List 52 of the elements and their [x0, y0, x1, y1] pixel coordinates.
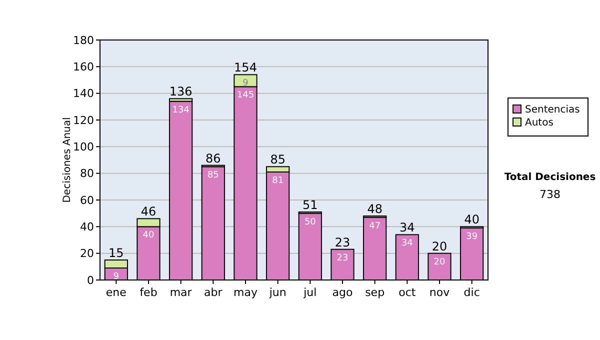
- data-label: 81: [272, 176, 284, 186]
- y-tick-label: 160: [73, 60, 94, 74]
- total-label: 15: [108, 246, 124, 260]
- y-tick-label: 80: [80, 167, 94, 180]
- text: Total Decisiones: [504, 172, 596, 183]
- total-label: 20: [432, 239, 448, 254]
- x-tick-label: dic: [464, 286, 480, 299]
- x-tick-label: may: [234, 286, 258, 299]
- x-tick-label: oct: [398, 286, 416, 299]
- total-label: 85: [270, 152, 286, 167]
- x-tick-label: ago: [332, 286, 353, 299]
- y-tick-label: 20: [80, 247, 94, 260]
- x-tick-label: jul: [302, 286, 317, 299]
- y-axis-title: Decisiones Anual: [62, 117, 73, 203]
- y-tick-label: 60: [80, 194, 94, 207]
- y-tick-label: 120: [73, 114, 94, 127]
- total-label: 154: [234, 60, 257, 75]
- data-label: 9: [113, 272, 120, 282]
- data-label: 145: [236, 90, 254, 101]
- y-tick-label: 100: [73, 140, 94, 154]
- total-label: 48: [367, 202, 382, 216]
- total-label: 86: [206, 151, 221, 166]
- x-tick-label: ene: [106, 286, 127, 299]
- total-label: 51: [302, 198, 318, 212]
- data-label: 23: [336, 253, 348, 264]
- y-tick-label: 140: [73, 87, 94, 100]
- legend-label: Sentencias: [525, 104, 580, 116]
- data-label: 34: [401, 238, 414, 249]
- data-label: 39: [466, 232, 478, 242]
- data-label: 85: [207, 170, 219, 181]
- x-tick-label: feb: [140, 286, 158, 299]
- data-label: 47: [369, 221, 381, 232]
- x-tick-label: jun: [268, 286, 286, 299]
- text: 738: [540, 188, 560, 201]
- total-label: 34: [400, 220, 415, 235]
- x-tick-label: mar: [170, 286, 192, 299]
- data-label: 50: [304, 217, 316, 228]
- data-label: 9: [242, 78, 249, 89]
- total-label: 46: [140, 204, 156, 219]
- legend-label: Autos: [525, 118, 554, 128]
- data-label: 20: [434, 257, 446, 268]
- total-label: 40: [464, 212, 480, 227]
- data-label: 40: [142, 230, 154, 241]
- y-tick-label: 180: [73, 34, 94, 47]
- x-tick-label: sep: [365, 286, 385, 299]
- total-label: 23: [334, 235, 350, 250]
- y-tick-label: 40: [80, 220, 94, 234]
- y-tick-label: 0: [87, 274, 94, 287]
- total-label: 136: [169, 84, 192, 99]
- x-tick-label: abr: [204, 286, 223, 299]
- data-label: 134: [172, 105, 190, 116]
- x-tick-label: nov: [429, 286, 450, 299]
